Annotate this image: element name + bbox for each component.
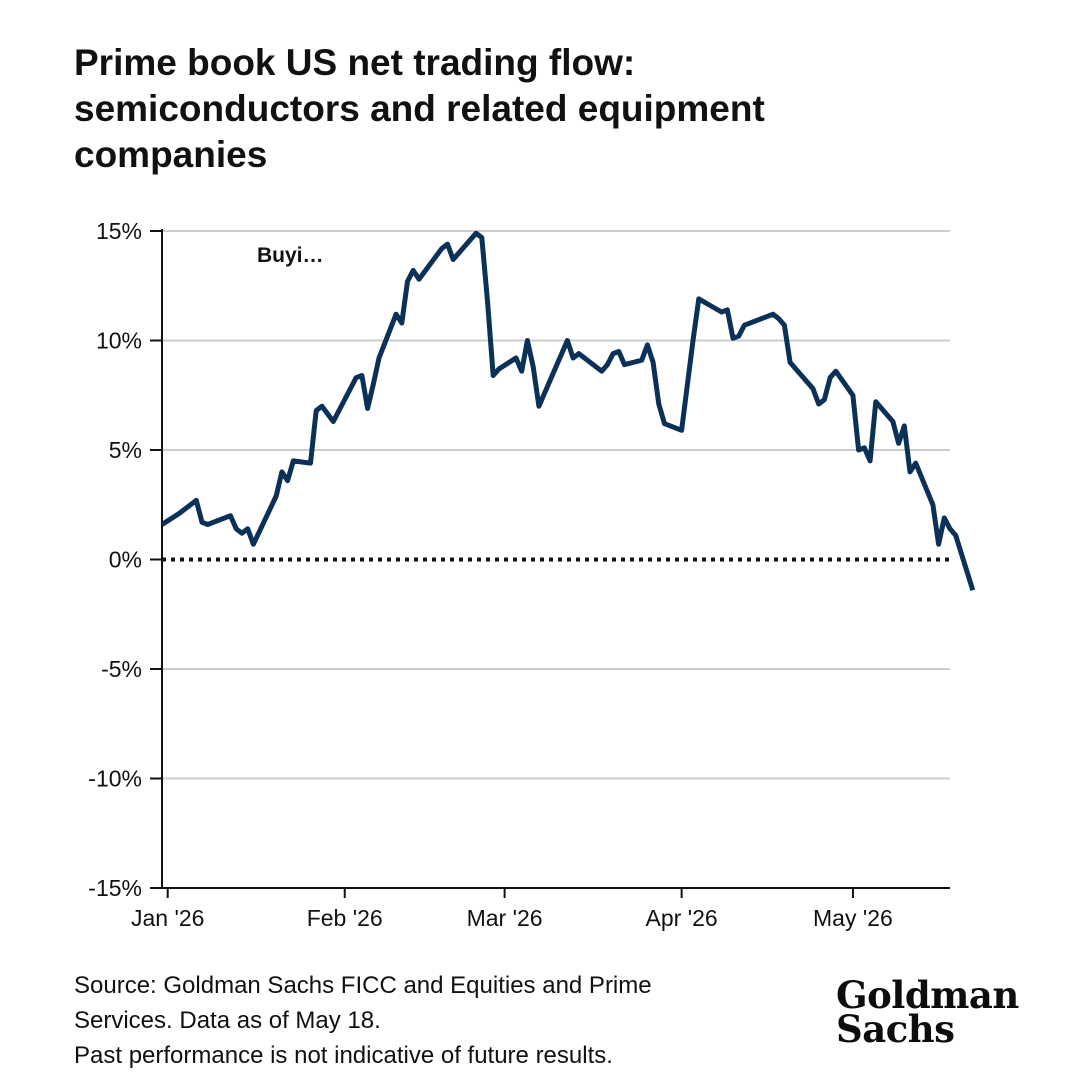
disclaimer: Past performance is not indicative of fu…: [74, 1042, 613, 1069]
title-line-1: Prime book US net trading flow:: [74, 42, 636, 83]
y-tick-label: 10%: [96, 328, 142, 354]
line-chart: 15% 10% 5% 0% -5% -10% -15% Jan '26 Feb '26 Mar '…: [88, 218, 976, 931]
x-tick-label: May '26: [813, 905, 893, 931]
y-tick-label: -15%: [88, 875, 142, 901]
title-line-3: companies: [74, 134, 268, 175]
source-note: Source: Goldman Sachs FICC and Equities …: [74, 968, 774, 1073]
y-tick-label: 0%: [109, 547, 142, 573]
logo-line-1: Goldman: [836, 973, 1019, 1017]
annotation-label: Buyi…: [257, 244, 324, 267]
goldman-sachs-logo: Goldman Sachs: [836, 973, 1036, 1051]
source-line-2: Services. Data as of May 18.: [74, 1007, 381, 1034]
chart-area: 15% 10% 5% 0% -5% -10% -15% Jan '26 Feb '26 Mar '…: [0, 205, 1080, 950]
x-tick-label: Jan '26: [131, 905, 204, 931]
series-line: [160, 230, 976, 591]
logo-line-2: Sachs: [836, 1007, 955, 1051]
x-tick-label: Mar '26: [467, 905, 543, 931]
x-tick-label: Feb '26: [307, 905, 383, 931]
y-tick-label: -10%: [88, 766, 142, 792]
y-tick-label: 15%: [96, 218, 142, 244]
title-line-2: semiconductors and related equipment: [74, 88, 765, 129]
x-tick-label: Apr '26: [646, 905, 718, 931]
chart-title: Prime book US net trading flow: semicond…: [74, 40, 974, 178]
y-tick-label: 5%: [109, 437, 142, 463]
y-tick-label: -5%: [101, 656, 142, 682]
source-line-1: Source: Goldman Sachs FICC and Equities …: [74, 972, 652, 999]
